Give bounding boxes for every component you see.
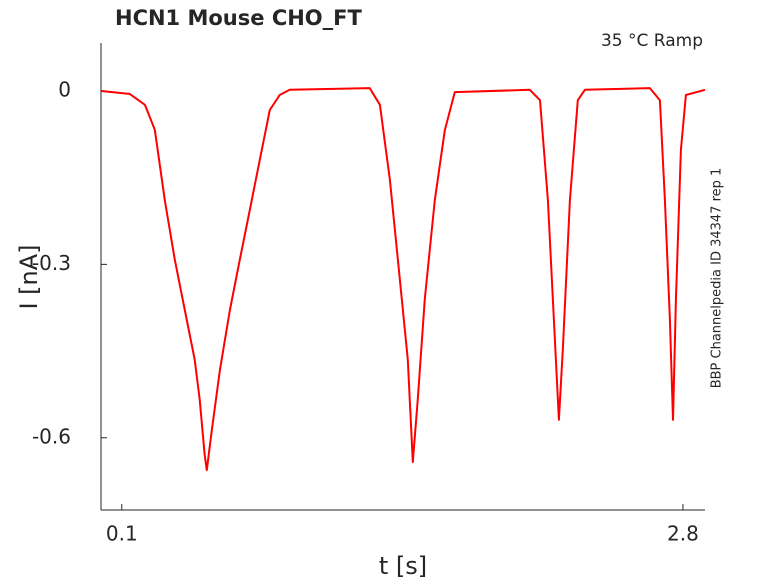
y-tick-label: -0.3 bbox=[32, 251, 71, 275]
annotation: 35 °C Ramp bbox=[601, 31, 703, 51]
trace bbox=[100, 87, 706, 472]
x-tick-label: 0.1 bbox=[106, 522, 138, 546]
side-note: BBP Channelpedia ID 34347 rep 1 bbox=[710, 168, 725, 389]
x-axis-label: t [s] bbox=[379, 552, 427, 580]
chart-title: HCN1 Mouse CHO_FT bbox=[115, 6, 362, 30]
y-tick-label: 0 bbox=[58, 77, 71, 101]
x-tick-label: 2.8 bbox=[667, 522, 699, 546]
y-tick-label: -0.6 bbox=[32, 424, 71, 448]
y-axis-label: I [nA] bbox=[15, 244, 43, 309]
